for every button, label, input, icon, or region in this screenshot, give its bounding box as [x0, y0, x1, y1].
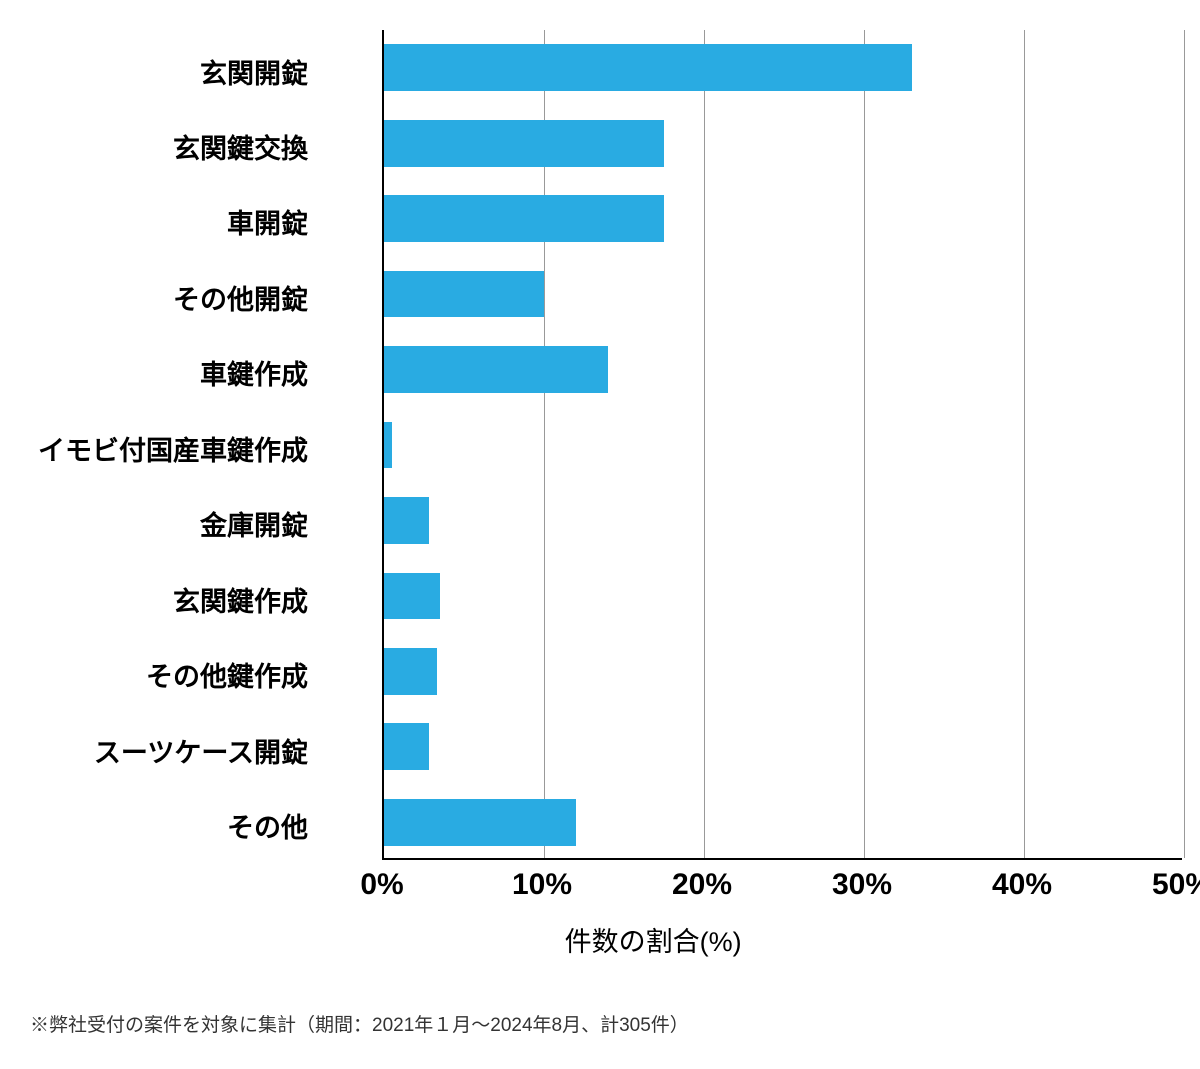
- bar: [384, 44, 912, 91]
- category-label: その他開錠: [173, 278, 308, 317]
- bar: [384, 573, 440, 620]
- category-label: 車開錠: [227, 202, 308, 241]
- category-label: その他鍵作成: [146, 655, 308, 694]
- category-label: 車鍵作成: [200, 353, 308, 392]
- x-tick-label: 0%: [360, 868, 403, 902]
- x-axis-title: 件数の割合(%): [565, 920, 742, 959]
- gridline: [1024, 30, 1025, 858]
- x-tick-label: 40%: [992, 868, 1052, 902]
- bar: [384, 648, 437, 695]
- chart-footnote: ※弊社受付の案件を対象に集計（期間：2021年１月～2024年8月、計305件）: [30, 1010, 689, 1037]
- bar: [384, 723, 429, 770]
- bar: [384, 497, 429, 544]
- bar: [384, 120, 664, 167]
- category-label: 玄関鍵交換: [173, 127, 308, 166]
- bar: [384, 195, 664, 242]
- bar-chart: 0%10%20%30%40%50%玄関開錠玄関鍵交換車開錠その他開錠車鍵作成イモ…: [30, 20, 1170, 890]
- bar: [384, 799, 576, 846]
- x-tick-label: 50%: [1152, 868, 1200, 902]
- x-tick-label: 10%: [512, 868, 572, 902]
- bar: [384, 271, 544, 318]
- x-tick-label: 20%: [672, 868, 732, 902]
- category-label: 玄関鍵作成: [173, 580, 308, 619]
- gridline: [864, 30, 865, 858]
- category-label: 金庫開錠: [200, 504, 308, 543]
- gridline: [704, 30, 705, 858]
- x-tick-label: 30%: [832, 868, 892, 902]
- bar: [384, 346, 608, 393]
- category-label: スーツケース開錠: [94, 731, 308, 770]
- bar: [384, 422, 392, 469]
- category-label: イモビ付国産車鍵作成: [38, 429, 308, 468]
- category-label: その他: [227, 806, 308, 845]
- category-label: 玄関開錠: [200, 52, 308, 91]
- gridline: [1184, 30, 1185, 858]
